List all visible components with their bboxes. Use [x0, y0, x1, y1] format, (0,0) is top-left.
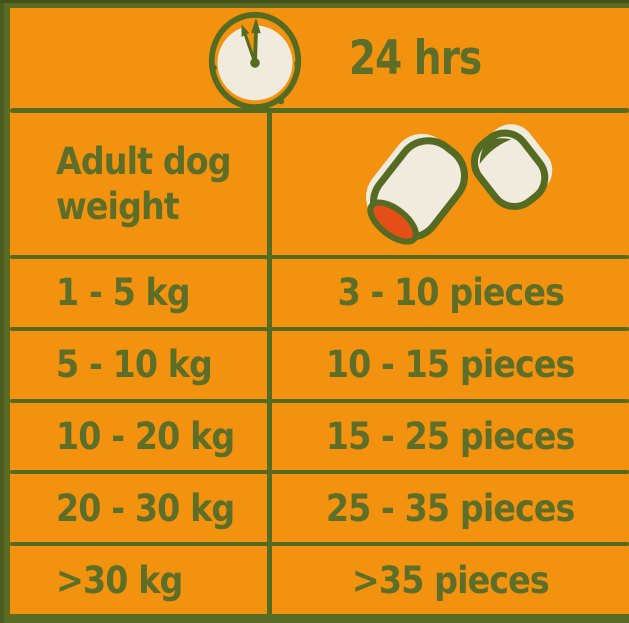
divider-line [10, 398, 629, 403]
weight-value: 1 - 5 kg [56, 271, 191, 315]
table-row: 10 - 20 kg 15 - 25 pieces [10, 402, 629, 471]
weight-cell: >30 kg [10, 546, 267, 614]
dog-treats-icon [365, 124, 552, 245]
weight-cell: 10 - 20 kg [10, 403, 267, 471]
table-row: >30 kg >35 pieces [10, 546, 629, 614]
pieces-value: 3 - 10 pieces [337, 271, 564, 315]
table-row: 1 - 5 kg 3 - 10 pieces [10, 259, 629, 327]
column-header-row: Adult dog weight [10, 113, 629, 255]
pieces-cell: 3 - 10 pieces [267, 259, 629, 327]
divider-line [10, 108, 629, 113]
weight-value: 20 - 30 kg [56, 486, 235, 530]
table-row: 20 - 30 kg 25 - 35 pieces [10, 474, 629, 543]
pieces-cell: 10 - 15 pieces [267, 330, 629, 399]
weight-column-header-cell: Adult dog weight [10, 113, 267, 255]
weight-cell: 5 - 10 kg [10, 331, 267, 399]
pieces-cell: 25 - 35 pieces [267, 474, 629, 543]
weight-cell: 1 - 5 kg [10, 259, 267, 327]
divider-line [10, 470, 629, 475]
weight-cell: 20 - 30 kg [10, 474, 267, 542]
feeding-guide-table: 24 hrs Adult dog weight [10, 8, 629, 614]
table-row: 5 - 10 kg 10 - 15 pieces [10, 330, 629, 399]
clock-icon [208, 11, 301, 110]
pieces-value: 10 - 15 pieces [326, 343, 576, 387]
table-grid: Adult dog weight [10, 113, 629, 614]
weight-value: 5 - 10 kg [56, 343, 213, 387]
weight-value: 10 - 20 kg [56, 414, 235, 458]
pieces-value: 25 - 35 pieces [326, 486, 576, 530]
weight-value: >30 kg [56, 558, 183, 602]
divider-line [10, 255, 629, 259]
pieces-cell: 15 - 25 pieces [267, 402, 629, 471]
duration-header: 24 hrs [10, 8, 629, 110]
duration-label: 24 hrs [348, 30, 482, 86]
pieces-value: >35 pieces [352, 558, 550, 602]
pieces-column-header-cell [267, 113, 629, 255]
divider-line [10, 326, 629, 331]
divider-line [10, 542, 629, 547]
duration-header-group: 24 hrs [203, 8, 493, 110]
weight-column-header: Adult dog weight [56, 139, 232, 228]
pieces-cell: >35 pieces [267, 546, 629, 614]
pieces-value: 15 - 25 pieces [326, 414, 576, 458]
